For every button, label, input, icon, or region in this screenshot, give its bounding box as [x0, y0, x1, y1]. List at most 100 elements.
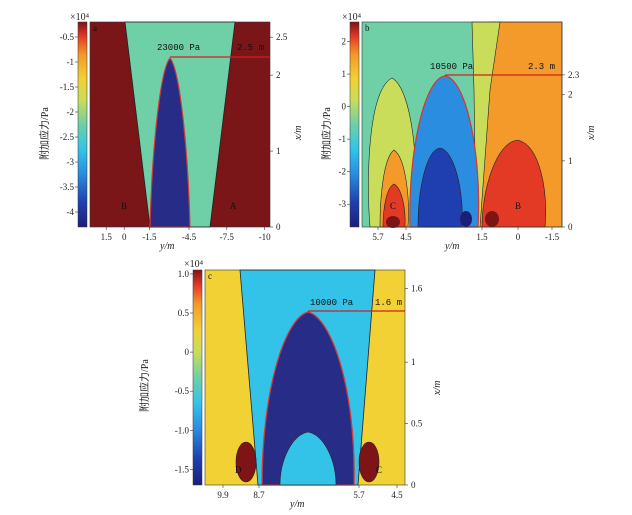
panel-a-colorbar-ticks: -0.5 -1 -1.5 -2 -2.5 -3 -3.5 -4	[60, 32, 78, 217]
panel-a-colorbar-tick-label: -3.5	[60, 182, 75, 192]
panel-c: ×10⁴ 1.0 0.5 0 -0.5 -1.0 -1.5 附加应力/Pa 10000 P…	[138, 259, 443, 510]
panel-a-bottom-tick-label: -4.5	[182, 232, 197, 242]
panel-a-colorbar-tick-label: -1	[67, 57, 75, 67]
panel-b-colorbar-exponent: ×10⁴	[342, 12, 362, 23]
panel-c-left-dark-lobe	[235, 441, 257, 483]
panel-a-annotation-value: 23000 Pa	[157, 43, 201, 53]
panel-b-colorbar-tick-label: -2	[339, 167, 347, 177]
panel-c-point-d: D	[235, 465, 242, 475]
panel-c-colorbar-label: 附加应力/Pa	[138, 359, 151, 412]
panel-c-inner-light-lobe	[279, 431, 337, 486]
panel-c-bottom-tick-label: 5.7	[353, 490, 365, 500]
panel-b-colorbar-label: 附加应力/Pa	[320, 107, 333, 160]
panel-b-bottom-tick-label: 4.5	[400, 232, 412, 242]
panel-b: ×10⁴ 210-1-2-3 附加应力/Pa 10500 Pa 2.3 m b …	[320, 12, 597, 252]
panel-a-y-axis-label: y/m	[159, 241, 174, 252]
panel-a: ×10⁴ -0.5 -1 -1.5 -2 -2.5 -3 -3.5 -4 附加应力/Pa 23…	[38, 12, 304, 252]
panel-c-bottom-ticks: 9.9 8.7 5.7 4.5	[217, 485, 403, 500]
panel-b-bottom-tick-label: 5.7	[372, 232, 384, 242]
panel-c-colorbar-ticks: 1.0 0.5 0 -0.5 -1.0 -1.5	[175, 269, 193, 474]
panel-b-right-tick-label: 2.3	[568, 70, 580, 80]
panel-c-colorbar-tick-label: -0.5	[175, 386, 190, 396]
panel-c-colorbar-tick-label: -1.5	[175, 464, 190, 474]
panel-b-label: b	[365, 23, 370, 33]
panel-b-inner-blue-lobe	[417, 147, 463, 228]
panel-a-right-tick-label: 2	[276, 70, 281, 80]
panel-c-colorbar	[192, 269, 203, 486]
panel-b-colorbar-tick-label: -3	[339, 199, 347, 209]
panel-b-colorbar-ticks: 2 1 0 -1 -2 -3	[339, 37, 350, 209]
panel-c-plot-frame	[204, 269, 406, 486]
panel-c-bottom-tick-label: 4.5	[391, 490, 403, 500]
panel-c-colorbar-tick-label: 0	[185, 347, 190, 357]
panel-c-right-tick-label: 1	[411, 357, 416, 367]
panel-b-right-tick-label: 2	[568, 90, 573, 100]
panel-b-right-dark-core	[485, 211, 499, 227]
panel-c-x-axis-label: x/m	[432, 381, 443, 396]
panel-b-inner-dark-core	[460, 211, 472, 227]
panel-a-bottom-tick-label: -10	[259, 232, 271, 242]
panel-a-bottom-tick-label: -7.5	[220, 232, 235, 242]
panel-a-label: a	[93, 23, 97, 33]
panel-a-plot-frame	[89, 21, 271, 228]
panel-a-colorbar-exponent: ×10⁴	[70, 12, 90, 23]
panel-b-colorbar-tick-label: 0	[342, 102, 347, 112]
panel-a-x-axis-label: x/m	[293, 126, 304, 141]
panel-b-colorbar-tick-label: 1	[342, 69, 347, 79]
panel-b-right-tick-label: 0	[568, 222, 573, 232]
panel-c-point-c: C	[376, 465, 382, 475]
panel-b-annotation-depth: 2.3 m	[528, 62, 555, 72]
panel-a-colorbar-tick-label: -2.5	[60, 132, 75, 142]
panel-c-annotation-value: 10000 Pa	[310, 298, 354, 308]
panel-b-colorbar-tick-label: 2	[342, 37, 347, 47]
panel-a-right-tick-label: 1	[276, 146, 281, 156]
panel-b-bottom-tick-label: -1.5	[545, 232, 560, 242]
panel-b-annotation-value: 10500 Pa	[430, 62, 474, 72]
panel-b-colorbar	[349, 21, 360, 228]
panel-a-colorbar	[77, 21, 88, 228]
panel-a-right-ticks: 0 1 2 2.5	[270, 32, 288, 232]
panel-a-bottom-ticks: 1.5 0 -1.5 -4.5 -7.5 -10	[101, 227, 271, 242]
panel-a-bottom-tick-label: -1.5	[142, 232, 157, 242]
panel-a-colorbar-label: 附加应力/Pa	[38, 107, 51, 160]
panel-b-bottom-tick-label: 1.5	[476, 232, 488, 242]
panel-c-right-tick-label: 1.6	[411, 283, 423, 293]
panel-b-right-ticks: 0 1 2 2.3	[562, 70, 580, 232]
panel-b-bottom-tick-label: 0	[516, 232, 521, 242]
panel-c-right-dark-lobe	[358, 441, 380, 483]
panel-a-stress-bulb	[149, 57, 191, 228]
panel-a-colorbar-tick-label: -0.5	[60, 32, 75, 42]
panel-b-point-c: C	[390, 201, 396, 211]
panel-b-x-axis-label: x/m	[586, 126, 597, 141]
panel-c-right-tick-label: 0.5	[411, 419, 423, 429]
panel-b-point-b: B	[515, 201, 521, 211]
panel-a-point-a: A	[230, 201, 237, 211]
panel-b-plot-frame	[361, 21, 563, 228]
panel-c-bottom-tick-label: 9.9	[217, 490, 229, 500]
panel-a-right-tick-label: 0	[276, 222, 281, 232]
panel-c-colorbar-tick-label: 1.0	[178, 269, 190, 279]
panel-a-colorbar-tick-label: -3	[67, 157, 75, 167]
panel-b-y-axis-label: y/m	[444, 241, 459, 252]
panel-c-stress-bulb	[261, 311, 355, 486]
panel-a-point-b: B	[121, 201, 127, 211]
panel-c-annotation-depth: 1.6 m	[375, 298, 402, 308]
panel-b-right-tick-label: 1	[568, 156, 573, 166]
panel-c-right-ticks: 0 0.5 1 1.6	[405, 283, 423, 490]
panel-c-colorbar-exponent: ×10⁴	[184, 259, 204, 270]
panel-c-bottom-tick-label: 8.7	[253, 490, 265, 500]
panel-c-y-axis-label: y/m	[289, 499, 304, 510]
panel-a-colorbar-tick-label: -4	[67, 207, 75, 217]
panel-a-colorbar-tick-label: -1.5	[60, 82, 75, 92]
panel-c-colorbar-tick-label: 0.5	[178, 308, 190, 318]
panel-a-annotation-depth: 2.5 m	[237, 43, 264, 53]
panel-a-right-tick-label: 2.5	[276, 32, 288, 42]
panel-b-left-dark-core	[386, 216, 400, 228]
panel-c-right-tick-label: 0	[411, 480, 416, 490]
panel-b-bottom-ticks: 5.7 4.5 1.5 0 -1.5	[372, 227, 560, 242]
panel-b-colorbar-tick-label: -1	[339, 134, 347, 144]
panel-b-left-red-lobe	[382, 183, 406, 228]
panel-b-right-red-lobe	[481, 139, 546, 228]
panel-c-label: c	[208, 271, 212, 281]
